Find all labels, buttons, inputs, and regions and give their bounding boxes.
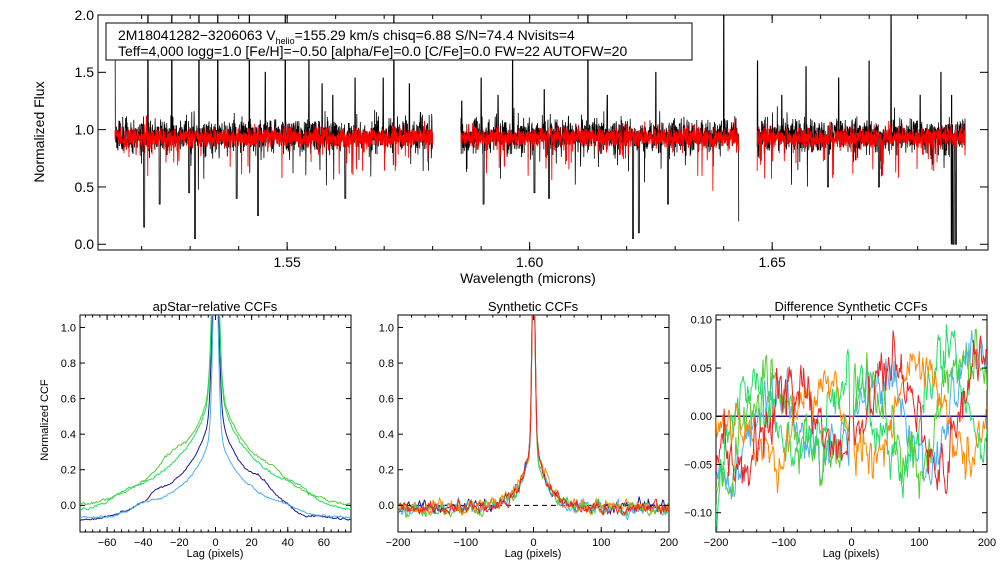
x-tick-label: 1.55 [274,254,301,270]
ccf-line-4 [398,315,669,517]
x-tick-label: 60 [318,537,330,549]
synthetic-ccf-title: Synthetic CCFs [488,299,579,314]
y-tick-label: 0.0 [61,500,76,512]
y-tick-label: 0.8 [61,358,76,370]
ccf-line-2 [398,315,669,521]
x-tick-label: 0 [848,537,854,549]
y-tick-label: 2.0 [75,7,95,23]
info-line-2: Teff=4,000 logg=1.0 [Fe/H]=−0.50 [alpha/… [118,43,627,59]
y-tick-label: 0.2 [379,465,394,477]
y-tick-label: 1.0 [379,322,394,334]
y-tick-label: 0.0 [75,236,95,252]
x-tick-label: 0 [212,537,218,549]
spectrum-series [114,15,966,245]
x-tick-label: −100 [771,537,796,549]
y-tick-label: 0.2 [61,465,76,477]
x-tick-label: 200 [660,537,678,549]
x-tick-label: 1.65 [759,254,786,270]
spectrum-frame [97,14,989,251]
ccf-line-1 [716,330,987,500]
difference-ccf-panel: −200 −100 0 100 200 −0.10 −0.05 0.00 0.05 0.10 Di… [684,299,996,560]
spectrum-xlabel: Wavelength (microns) [460,270,596,286]
x-tick-label: −200 [704,537,729,549]
x-tick-label: 100 [592,537,610,549]
y-tick-label: 0.05 [691,363,712,375]
ccf-line-3 [398,315,669,519]
synthetic-ccf-series [398,315,669,521]
apstar-ccf-xlabel: Lag (pixels) [187,548,244,560]
difference-ccf-title: Difference Synthetic CCFs [775,299,928,314]
x-tick-label: 200 [978,537,996,549]
apstar-ccf-frame [79,314,352,533]
spectrum-ylabel: Normalized Flux [31,81,47,182]
ccf-line-5 [398,315,669,516]
apstar-ccf-ticks: −60 −40 −20 0 20 40 60 0.0 0.2 0.4 0.6 0.8 1.0 [61,315,351,549]
ccf-line-2 [716,328,987,499]
synthetic-ccf-panel: −200 −100 0 100 200 0.0 0.2 0.4 0.6 0.8 1.0 Synthe… [379,299,678,560]
x-tick-label: 0 [530,537,536,549]
y-tick-label: 1.5 [75,64,95,80]
synthetic-spectrum-line [114,115,966,191]
apstar-ccf-series [80,315,351,522]
synthetic-ccf-ticks: −200 −100 0 100 200 0.0 0.2 0.4 0.6 0.8 1.0 [379,315,678,549]
y-tick-label: 0.6 [61,393,76,405]
synthetic-ccf-xlabel: Lag (pixels) [505,548,562,560]
x-tick-label: 1.60 [516,254,543,270]
apstar-ccf-ylabel: Normalized CCF [39,379,51,461]
x-tick-label: −40 [134,537,153,549]
difference-ccf-ticks: −200 −100 0 100 200 −0.10 −0.05 0.00 0.05 0.10 [684,315,996,549]
x-tick-label: 100 [910,537,928,549]
y-tick-label: 0.8 [379,358,394,370]
x-tick-label: 20 [246,537,258,549]
spectrum-ticks: 1.55 1.60 1.65 0.0 0.5 1.0 1.5 2.0 [75,7,988,270]
spectrum-panel: 1.55 1.60 1.65 0.0 0.5 1.0 1.5 2.0 Wavelength (… [31,7,989,286]
y-tick-label: 0.5 [75,179,95,195]
y-tick-label: 0.6 [379,393,394,405]
y-tick-label: 1.0 [75,122,95,138]
y-tick-label: 0.10 [691,315,712,327]
ccf-line-2 [80,315,351,519]
ccf-line-1 [80,315,351,522]
ccf-line-3 [80,315,351,506]
apstar-ccf-title: apStar−relative CCFs [153,299,278,314]
difference-ccf-xlabel: Lag (pixels) [823,548,880,560]
x-tick-label: −100 [453,537,478,549]
x-tick-label: −20 [170,537,189,549]
y-tick-label: 0.0 [379,500,394,512]
synthetic-ccf-frame [397,314,670,533]
x-tick-label: −60 [98,537,117,549]
apstar-ccf-panel: −60 −40 −20 0 20 40 60 0.0 0.2 0.4 0.6 0.8 1.0 apSta… [39,299,352,560]
ccf-line-5 [716,330,987,495]
ccf-line-4 [80,315,351,511]
y-tick-label: 0.4 [379,429,394,441]
info-line-1: 2M18041282−3206063 Vhelio=155.29 km/s ch… [118,27,575,46]
y-tick-label: 0.00 [691,411,712,423]
difference-ccf-series [716,324,987,531]
y-tick-label: 1.0 [61,322,76,334]
y-tick-label: −0.10 [684,508,712,520]
x-tick-label: 40 [282,537,294,549]
x-tick-label: −200 [386,537,411,549]
y-tick-label: −0.05 [684,459,712,471]
y-tick-label: 0.4 [61,429,76,441]
spectrum-info-box [105,22,693,61]
